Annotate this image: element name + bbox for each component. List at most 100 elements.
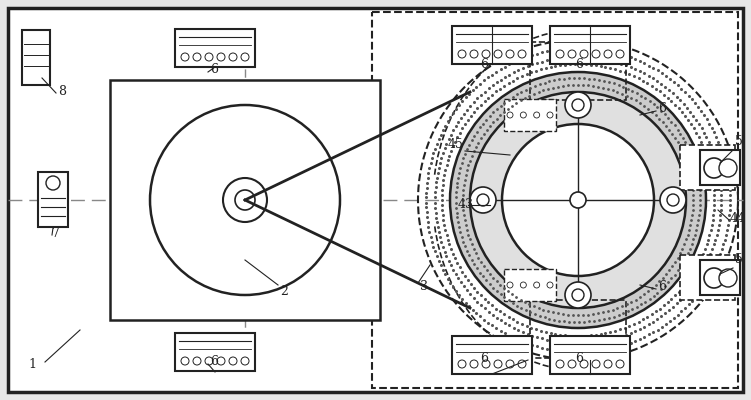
Circle shape: [241, 53, 249, 61]
Circle shape: [507, 112, 513, 118]
Text: 3: 3: [420, 280, 428, 293]
Circle shape: [565, 92, 591, 118]
Text: 6: 6: [480, 58, 488, 71]
Bar: [452, 26, 532, 64]
Circle shape: [616, 50, 624, 58]
Bar: [175, 333, 255, 371]
Circle shape: [534, 282, 540, 288]
Circle shape: [193, 357, 201, 365]
Text: 6: 6: [658, 280, 666, 293]
Text: 1: 1: [28, 358, 36, 371]
Circle shape: [580, 50, 588, 58]
Circle shape: [450, 72, 706, 328]
Text: 6: 6: [658, 102, 666, 115]
Circle shape: [217, 357, 225, 365]
Bar: [530, 300, 626, 358]
Circle shape: [592, 360, 600, 368]
Circle shape: [565, 282, 591, 308]
Circle shape: [667, 194, 679, 206]
Circle shape: [150, 105, 340, 295]
Circle shape: [506, 50, 514, 58]
Circle shape: [547, 112, 553, 118]
Circle shape: [568, 50, 576, 58]
Text: 6: 6: [480, 352, 488, 365]
Circle shape: [719, 159, 737, 177]
Circle shape: [518, 360, 526, 368]
Bar: [550, 336, 630, 374]
Circle shape: [592, 50, 600, 58]
Text: 6: 6: [210, 355, 218, 368]
Bar: [22, 30, 50, 85]
Circle shape: [572, 99, 584, 111]
Bar: [452, 336, 532, 374]
Bar: [680, 145, 735, 190]
Bar: [700, 150, 740, 185]
Bar: [38, 172, 68, 227]
Circle shape: [223, 178, 267, 222]
Circle shape: [534, 112, 540, 118]
Bar: [680, 255, 735, 300]
Bar: [504, 269, 556, 301]
Text: 6: 6: [575, 58, 583, 71]
Bar: [110, 80, 380, 320]
Circle shape: [205, 53, 213, 61]
Circle shape: [458, 50, 466, 58]
Circle shape: [217, 53, 225, 61]
Circle shape: [572, 289, 584, 301]
Circle shape: [229, 357, 237, 365]
Circle shape: [660, 187, 686, 213]
Text: 6: 6: [210, 63, 218, 76]
Circle shape: [506, 360, 514, 368]
Text: 43: 43: [458, 198, 474, 211]
Circle shape: [470, 92, 686, 308]
Circle shape: [181, 53, 189, 61]
Circle shape: [470, 50, 478, 58]
Circle shape: [482, 50, 490, 58]
Circle shape: [458, 360, 466, 368]
Circle shape: [181, 357, 189, 365]
Circle shape: [520, 112, 526, 118]
Circle shape: [556, 360, 564, 368]
Bar: [700, 260, 740, 295]
Circle shape: [704, 158, 724, 178]
Circle shape: [235, 190, 255, 210]
Text: 5: 5: [735, 253, 743, 266]
Circle shape: [547, 282, 553, 288]
Bar: [550, 26, 630, 64]
Circle shape: [604, 360, 612, 368]
Circle shape: [482, 360, 490, 368]
Circle shape: [570, 192, 586, 208]
Circle shape: [507, 282, 513, 288]
Circle shape: [470, 187, 496, 213]
Text: 44: 44: [730, 212, 746, 225]
Text: 7: 7: [52, 227, 60, 240]
Text: 45: 45: [448, 138, 464, 151]
Circle shape: [604, 50, 612, 58]
Text: 8: 8: [58, 85, 66, 98]
Bar: [530, 42, 626, 100]
Circle shape: [518, 50, 526, 58]
Circle shape: [719, 269, 737, 287]
Circle shape: [502, 124, 654, 276]
Circle shape: [556, 50, 564, 58]
Circle shape: [46, 176, 60, 190]
Text: 6: 6: [575, 352, 583, 365]
Circle shape: [229, 53, 237, 61]
Circle shape: [494, 360, 502, 368]
Circle shape: [477, 194, 489, 206]
Circle shape: [580, 360, 588, 368]
Text: 2: 2: [280, 285, 288, 298]
Circle shape: [520, 282, 526, 288]
Circle shape: [470, 360, 478, 368]
Circle shape: [494, 50, 502, 58]
Bar: [175, 29, 255, 67]
Circle shape: [704, 268, 724, 288]
Circle shape: [193, 53, 201, 61]
Circle shape: [241, 357, 249, 365]
Bar: [372, 12, 738, 388]
Circle shape: [568, 360, 576, 368]
Text: 5: 5: [735, 135, 743, 148]
Circle shape: [205, 357, 213, 365]
Circle shape: [616, 360, 624, 368]
Bar: [504, 99, 556, 131]
